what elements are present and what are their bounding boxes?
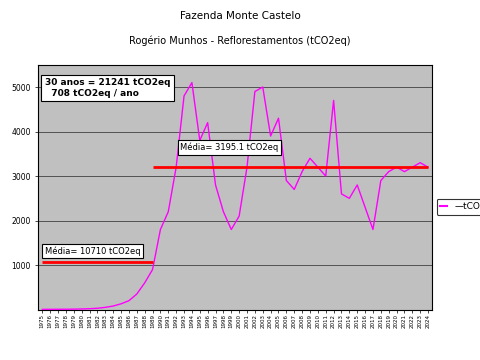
Text: Fazenda Monte Castelo: Fazenda Monte Castelo (180, 11, 300, 21)
Legend: —tCO2eq: —tCO2eq (436, 199, 480, 215)
Text: Média= 3195.1 tCO2eq: Média= 3195.1 tCO2eq (180, 143, 278, 152)
Text: Média= 10710 tCO2eq: Média= 10710 tCO2eq (45, 246, 140, 256)
Text: Rogério Munhos - Reflorestamentos (tCO2eq): Rogério Munhos - Reflorestamentos (tCO2e… (129, 36, 351, 46)
Text: 30 anos = 21241 tCO2eq
  708 tCO2eq / ano: 30 anos = 21241 tCO2eq 708 tCO2eq / ano (45, 78, 170, 98)
